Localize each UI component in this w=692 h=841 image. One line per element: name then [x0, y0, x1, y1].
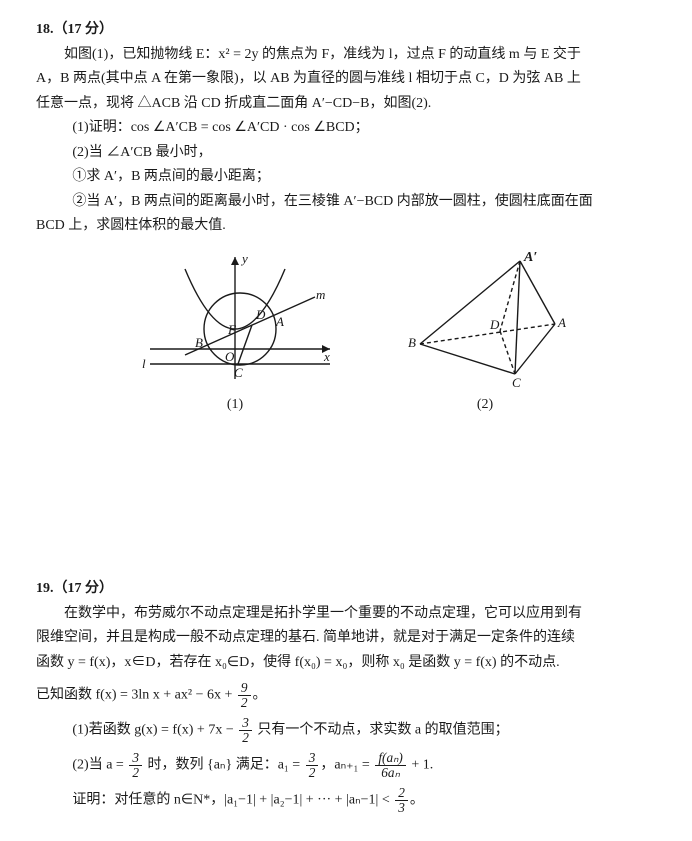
p19-line3: 函数 y = f(x)，x∈D，若存在 x₀∈D，使得 f(x₀) = x₀，则… [36, 651, 664, 676]
fig1-y: y [240, 251, 248, 266]
p19-given-frac: 92 [238, 681, 251, 710]
figure-1: y x m l O F A B C D (1) [130, 249, 340, 418]
fig1-x: x [323, 349, 330, 364]
p19-proof-frac: 23 [395, 786, 408, 815]
p19-sub2-mid1: 时，数列 {aₙ} 满足：a₁ = [144, 757, 304, 772]
p19-sub1-post: 只有一个不动点，求实数 a 的取值范围； [254, 723, 509, 738]
p19-sub2-recfrac: f(aₙ)6aₙ [375, 751, 406, 780]
figure-2-svg: A′ B C A D [400, 249, 570, 389]
fig2-Ap: A′ [523, 250, 537, 265]
fig1-B: B [195, 335, 203, 350]
p19-sub2: (2)当 a = 32 时，数列 {aₙ} 满足：a₁ = 32，aₙ₊₁ = … [36, 751, 664, 780]
fig1-C: C [234, 365, 243, 380]
p19-proof-post: 。 [410, 792, 424, 807]
p19-given: 已知函数 f(x) = 3ln x + ax² − 6x + 92。 [36, 681, 664, 710]
p19-header: 19.（17 分） [36, 577, 664, 602]
fig1-m: m [316, 287, 325, 302]
p19-num: 19.（17 分） [36, 581, 113, 596]
p18-line2: A，B 两点(其中点 A 在第一象限)，以 AB 为直径的圆与准线 l 相切于点… [36, 67, 664, 92]
p18-figures: y x m l O F A B C D (1) [36, 249, 664, 418]
problem-18: 18.（17 分） 如图(1)，已知抛物线 E：x² = 2y 的焦点为 F，准… [36, 18, 664, 417]
p19-proof-pre: 证明：对任意的 n∈N*，|a₁−1| + |a₂−1| + ··· + |aₙ… [72, 792, 393, 807]
p18-line3: 任意一点，现将 △ACB 沿 CD 折成直二面角 A′−CD−B，如图(2). [36, 92, 664, 117]
fig1-label: (1) [130, 393, 340, 418]
fig1-O: O [225, 349, 235, 364]
p18-num: 18.（17 分） [36, 22, 113, 37]
figure-2: A′ B C A D (2) [400, 249, 570, 418]
p19-sub2-mid2: ，aₙ₊₁ = [320, 757, 373, 772]
p19-sub2-pre: (2)当 a = [72, 757, 127, 772]
fig2-D: D [489, 317, 500, 332]
p18-header: 18.（17 分） [36, 18, 664, 43]
fig2-B: B [408, 335, 416, 350]
p19-sub1: (1)若函数 g(x) = f(x) + 7x − 32 只有一个不动点，求实数… [36, 716, 664, 745]
fig1-l: l [142, 356, 146, 371]
fig1-F: F [227, 322, 237, 337]
p18-sub2a: ①求 A′，B 两点间的最小距离； [36, 165, 664, 190]
p19-sub1-pre: (1)若函数 g(x) = f(x) + 7x − [72, 723, 237, 738]
fig2-C: C [512, 375, 521, 389]
p18-sub2: (2)当 ∠A′CB 最小时， [36, 141, 664, 166]
p19-sub2-post: + 1. [408, 757, 433, 772]
p19-line1: 在数学中，布劳威尔不动点定理是拓扑学里一个重要的不动点定理，它可以应用到有 [36, 602, 664, 627]
p18-line1: 如图(1)，已知抛物线 E：x² = 2y 的焦点为 F，准线为 l，过点 F … [36, 43, 664, 68]
fig2-label: (2) [400, 393, 570, 418]
p19-line2: 限维空间，并且是构成一般不动点定理的基石. 简单地讲，就是对于满足一定条件的连续 [36, 626, 664, 651]
fig2-A: A [557, 315, 566, 330]
fig1-A: A [275, 314, 284, 329]
p19-sub2-a1frac: 32 [306, 751, 319, 780]
p18-sub1: (1)证明：cos ∠A′CB = cos ∠A′CD · cos ∠BCD； [36, 116, 664, 141]
problem-19: 19.（17 分） 在数学中，布劳威尔不动点定理是拓扑学里一个重要的不动点定理，… [36, 577, 664, 815]
p19-proof: 证明：对任意的 n∈N*，|a₁−1| + |a₂−1| + ··· + |aₙ… [36, 786, 664, 815]
p19-sub2-afrac: 32 [129, 751, 142, 780]
fig1-D: D [255, 307, 266, 322]
p19-given-post: 。 [253, 688, 267, 703]
p18-sub2b2: BCD 上，求圆柱体积的最大值. [36, 214, 664, 239]
figure-1-svg: y x m l O F A B C D [130, 249, 340, 389]
p19-sub1-frac: 32 [239, 716, 252, 745]
p19-given-pre: 已知函数 f(x) = 3ln x + ax² − 6x + [36, 688, 236, 703]
p18-sub2b1: ②当 A′，B 两点间的距离最小时，在三棱锥 A′−BCD 内部放一圆柱，使圆柱… [36, 190, 664, 215]
spacer [36, 457, 664, 577]
